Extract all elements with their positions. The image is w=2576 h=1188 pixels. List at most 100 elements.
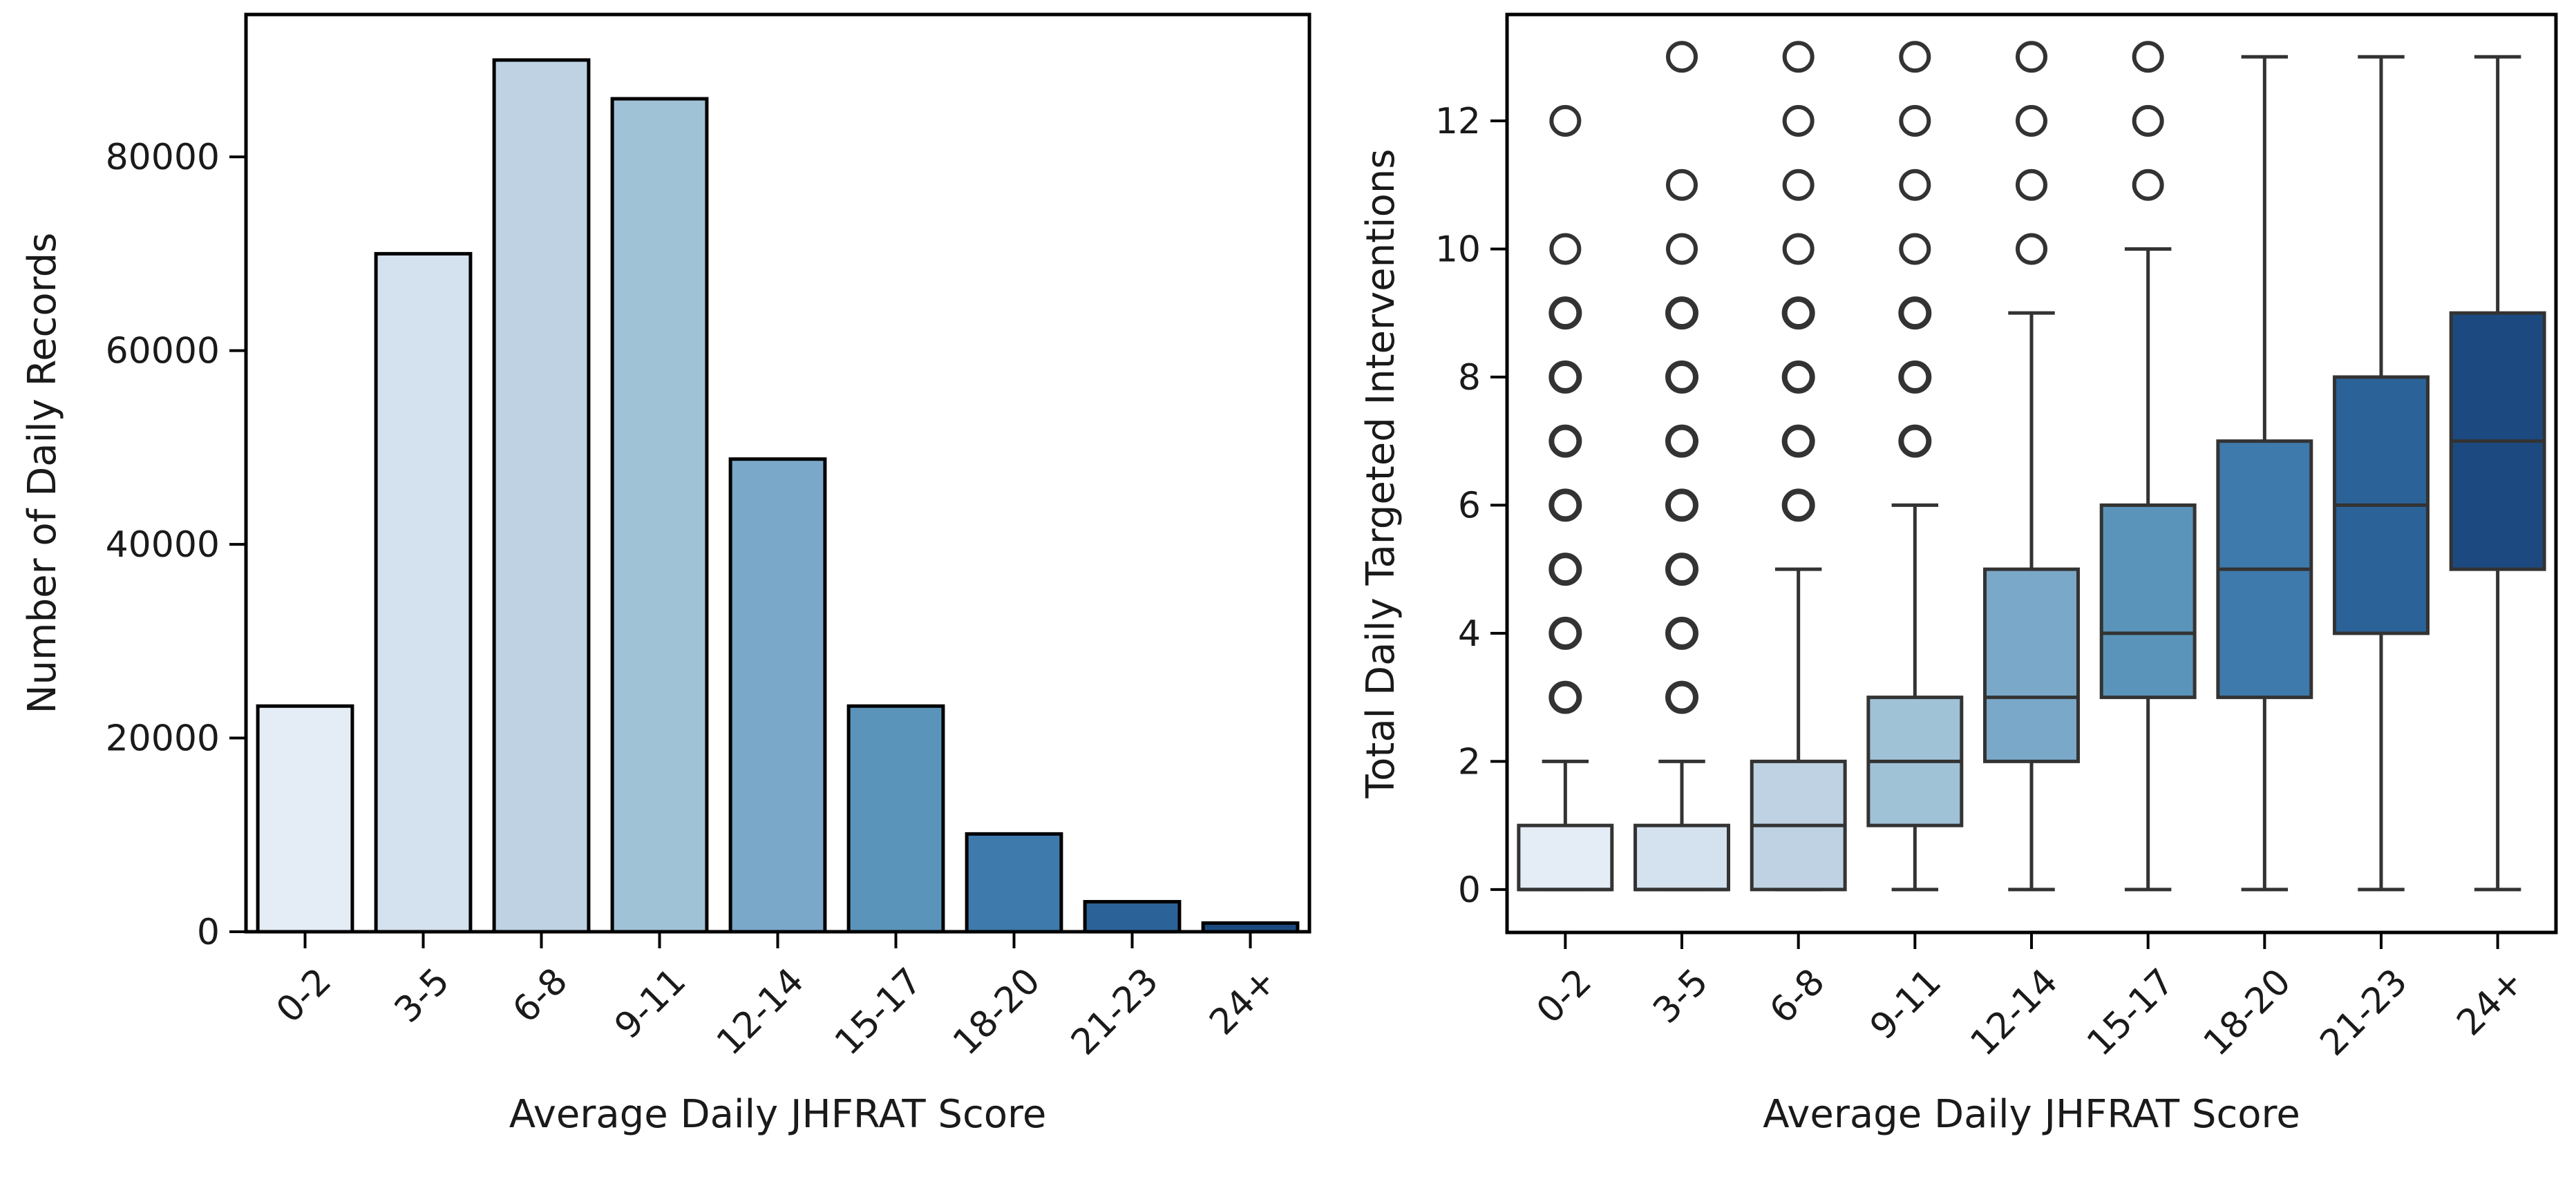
y-tick-label: 0 [1458,870,1481,911]
x-tick-label: 6-8 [505,960,576,1031]
outlier-point [1549,616,1582,650]
outlier-point [2132,169,2164,201]
outlier-point [1782,233,1815,265]
x-axis-title: Average Daily JHFRAT Score [1763,1092,2300,1137]
x-tick-label: 12-14 [1962,961,2065,1064]
outlier-point [1898,424,1932,458]
outlier-point [1666,233,1698,265]
x-tick-label: 0-2 [269,960,339,1031]
outlier-point [2016,169,2047,201]
y-tick-label: 20000 [106,718,220,760]
box-plot-interventions: 0 2 4 6 8 10 12 0-2 3-5 6-8 9-11 12-14 15-17 18-20 21… [1358,12,2558,1137]
y-tick-label: 60000 [106,331,220,372]
outlier-point [1665,296,1698,330]
outlier-point [1781,296,1815,330]
iqr-box [1633,823,1730,892]
y-tick-label: 0 [197,912,220,953]
bar-series [256,58,1300,934]
outlier-point [1898,296,1932,330]
bar-21-23 [1083,900,1182,934]
outlier-point [1666,41,1698,73]
plot-frame [1505,12,2558,935]
outlier-point [1899,104,1931,137]
bar-9-11 [610,97,709,934]
box-24+ [2449,55,2546,892]
x-tick-label: 18-20 [2196,961,2299,1064]
y-axis-ticks: 0 2 4 6 8 10 12 [1435,101,1507,911]
outlier-point [1665,616,1698,650]
outlier-point [1549,553,1582,586]
y-axis-ticks: 0 20000 40000 60000 80000 [106,137,246,953]
outlier-point [1549,296,1582,330]
x-tick-label: 12-14 [709,960,812,1063]
box-6-8 [1750,41,1847,892]
box-series [1517,41,2546,892]
outlier-point [1549,233,1582,265]
outlier-point [1899,41,1931,73]
plot-frame [244,12,1311,934]
outlier-point [1549,488,1582,522]
bar-15-17 [846,704,945,934]
y-axis-title: Total Daily Targeted Interventions [1358,148,1403,798]
outlier-point [1898,360,1932,394]
outlier-point [1665,360,1698,394]
iqr-box [1983,567,2080,763]
outlier-point [1899,233,1931,265]
x-tick-label: 15-17 [827,960,930,1063]
y-tick-label: 8 [1458,357,1481,399]
bar-12-14 [728,457,827,934]
x-tick-label: 9-11 [607,960,694,1047]
box-21-23 [2333,55,2430,892]
y-tick-label: 80000 [106,137,220,178]
outlier-point [2016,233,2047,265]
outlier-point [1781,488,1815,522]
x-tick-label: 3-5 [387,960,457,1031]
y-tick-label: 2 [1458,741,1481,783]
box-15-17 [2099,41,2197,892]
outlier-point [1782,104,1815,137]
x-tick-label: 21-23 [1063,960,1166,1063]
x-tick-label: 18-20 [945,960,1048,1063]
x-tick-label: 0-2 [1529,961,1600,1031]
bar-18-20 [965,832,1063,934]
y-tick-label: 10 [1435,229,1481,270]
outlier-point [1549,424,1582,458]
outlier-point [1665,424,1698,458]
outlier-point [2132,41,2164,73]
x-tick-label: 9-11 [1862,961,1949,1048]
outlier-point [2132,104,2164,137]
outlier-point [1549,680,1582,714]
x-axis-title: Average Daily JHFRAT Score [509,1092,1047,1137]
iqr-box [1517,823,1614,892]
outlier-point [1781,360,1815,394]
outlier-point [1665,553,1698,586]
bar-6-8 [492,58,591,934]
y-tick-label: 40000 [106,524,220,566]
y-axis-title: Number of Daily Records [20,233,65,714]
box-0-2 [1517,104,1614,892]
outlier-point [1549,104,1582,137]
x-tick-label: 15-17 [2079,961,2182,1064]
x-tick-label: 3-5 [1645,961,1716,1031]
outlier-point [1665,488,1698,522]
outlier-point [1781,424,1815,458]
outlier-point [1666,169,1698,201]
outlier-point [2016,104,2047,137]
x-tick-label: 24+ [2449,961,2532,1044]
bar-3-5 [374,251,473,934]
outlier-point [2016,41,2047,73]
bar-0-2 [256,704,354,934]
box-3-5 [1633,41,1730,892]
outlier-point [1549,360,1582,394]
outlier-point [1782,41,1815,73]
y-tick-label: 6 [1458,485,1481,526]
x-tick-label: 21-23 [2312,961,2415,1064]
box-9-11 [1866,41,1964,892]
x-tick-label: 24+ [1202,960,1285,1043]
outlier-point [1665,680,1698,714]
iqr-box [2099,503,2197,700]
y-tick-label: 4 [1458,613,1481,655]
bar-chart-records: 0 20000 40000 60000 80000 0-2 3-5 6-8 9-11 12-14… [20,12,1311,1137]
x-axis-ticks: 0-2 3-5 6-8 9-11 12-14 15-17 18-20 21-23 24+ [1529,932,2532,1064]
